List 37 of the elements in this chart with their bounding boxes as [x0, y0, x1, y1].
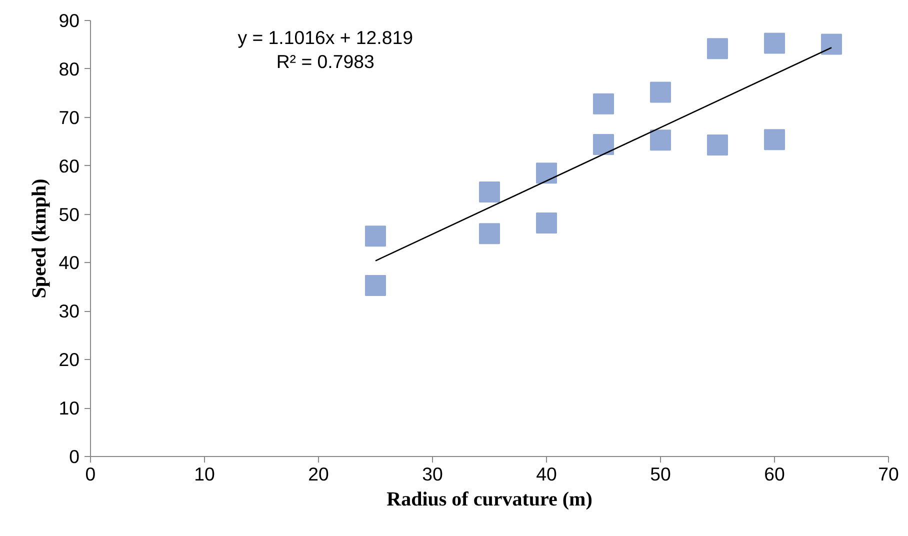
x-tick-label: 0 [85, 464, 96, 484]
point [536, 212, 557, 234]
point [365, 274, 386, 296]
point [593, 134, 614, 156]
point [764, 32, 785, 54]
y-tick-label: 90 [58, 10, 80, 31]
x-tick-label: 70 [878, 464, 899, 484]
point [764, 129, 785, 150]
y-tick-label: 50 [58, 204, 80, 225]
y-tick-label: 40 [58, 252, 80, 274]
y-tick-label: 10 [58, 398, 80, 419]
x-tick-label: 10 [194, 464, 215, 484]
x-tick-label: 40 [536, 464, 557, 484]
point [707, 134, 728, 156]
point [479, 223, 500, 244]
y-tick-label: 70 [58, 106, 80, 128]
point [593, 93, 614, 114]
y-tick-label: 0 [69, 446, 80, 467]
point [650, 130, 671, 151]
x-tick-label: 60 [764, 464, 785, 484]
annotation: R² = 0.7983 [276, 51, 374, 72]
point [536, 162, 557, 184]
point [821, 34, 842, 55]
x-axis-title: Radius of curvature (m) [386, 488, 592, 510]
point [707, 38, 728, 60]
y-tick-label: 60 [58, 155, 80, 176]
annotation: y = 1.1016x + 12.819 [238, 26, 413, 48]
point [650, 82, 671, 103]
x-tick-label: 20 [308, 464, 329, 484]
y-axis-title: Speed (kmph) [28, 178, 51, 298]
point [365, 226, 386, 247]
x-tick-label: 50 [650, 464, 671, 484]
y-tick-label: 80 [58, 58, 80, 80]
x-tick-label: 30 [422, 464, 443, 484]
point [479, 181, 500, 202]
y-tick-label: 20 [58, 349, 80, 370]
y-tick-label: 30 [58, 300, 80, 322]
